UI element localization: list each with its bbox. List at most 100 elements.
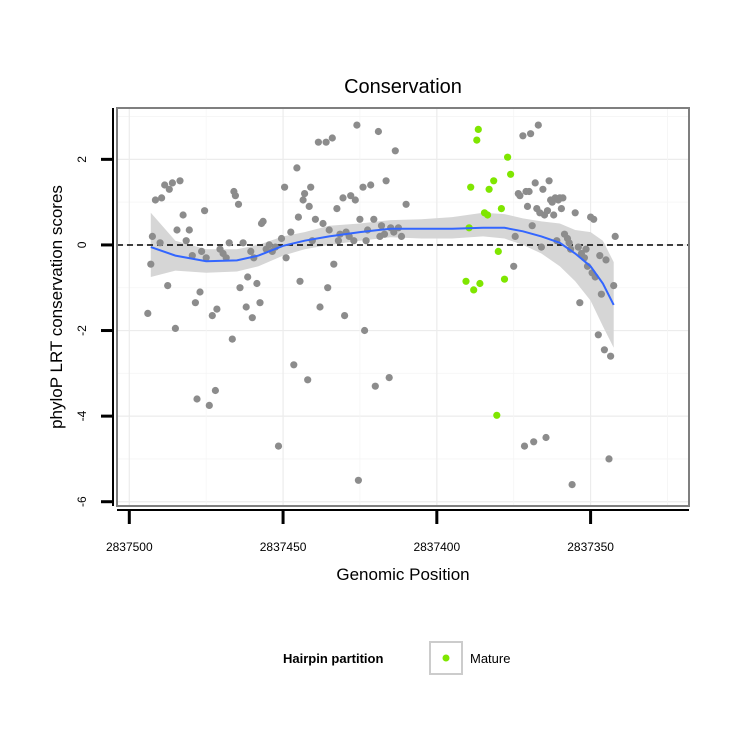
- legend-title: Hairpin partition: [283, 651, 383, 666]
- data-point: [256, 299, 264, 307]
- data-point: [144, 309, 152, 317]
- data-point: [391, 147, 399, 155]
- data-point: [347, 192, 355, 200]
- data-point: [359, 183, 367, 191]
- data-point: [565, 239, 573, 247]
- data-point: [228, 335, 236, 343]
- x-tick-label: 2837450: [260, 540, 307, 554]
- data-point: [265, 241, 273, 249]
- x-axis-title: Genomic Position: [336, 565, 469, 584]
- data-point: [520, 442, 529, 450]
- data-point: [282, 254, 290, 262]
- data-point-mature: [500, 275, 509, 283]
- data-point: [179, 211, 187, 219]
- data-point: [334, 237, 342, 245]
- y-axis: -6 -4 -2 0 2: [75, 108, 114, 507]
- data-point: [511, 232, 519, 240]
- data-point: [242, 303, 250, 311]
- data-point: [356, 215, 364, 223]
- data-point: [610, 282, 618, 290]
- data-point: [287, 228, 295, 236]
- data-point: [528, 222, 536, 230]
- data-point: [193, 395, 201, 403]
- data-point: [305, 202, 313, 210]
- data-point: [277, 234, 286, 243]
- data-point: [380, 230, 389, 238]
- data-point: [374, 127, 382, 136]
- data-point: [176, 177, 184, 185]
- data-point: [333, 205, 341, 213]
- data-point: [161, 181, 169, 189]
- data-point: [519, 132, 527, 140]
- data-point: [156, 239, 164, 247]
- data-point-mature: [507, 170, 515, 178]
- data-point: [168, 179, 176, 187]
- data-points: [144, 121, 619, 489]
- data-point: [382, 177, 390, 185]
- data-point: [597, 290, 606, 298]
- grid-lines: [117, 108, 689, 506]
- legend-label-mature: Mature: [470, 651, 510, 666]
- legend: Hairpin partition Mature: [283, 641, 510, 675]
- y-tick-label: -4: [75, 410, 89, 421]
- data-point: [543, 207, 552, 215]
- data-point: [244, 273, 252, 281]
- data-point: [151, 196, 159, 204]
- data-point: [165, 185, 173, 193]
- data-point: [545, 177, 553, 185]
- data-point: [281, 183, 289, 191]
- data-point: [542, 433, 550, 442]
- data-point-mature: [504, 153, 512, 161]
- chart-title: Conservation: [344, 76, 462, 98]
- data-point: [164, 282, 172, 290]
- data-point: [236, 284, 244, 292]
- data-point: [239, 239, 247, 247]
- data-point: [510, 262, 518, 270]
- data-point: [185, 226, 193, 234]
- data-point-mature: [494, 247, 502, 255]
- data-point: [296, 277, 304, 285]
- data-point: [370, 215, 378, 223]
- x-axis: 2837500 2837450 2837400 2837350: [106, 509, 689, 554]
- data-point: [311, 215, 319, 223]
- data-point: [367, 181, 375, 189]
- data-point: [390, 228, 398, 236]
- data-point: [550, 211, 558, 219]
- data-point: [525, 187, 533, 196]
- data-point: [208, 312, 216, 320]
- data-point: [307, 183, 315, 191]
- plot-border: [116, 107, 690, 507]
- data-point-mature: [467, 183, 475, 191]
- data-point: [531, 179, 539, 187]
- data-point: [361, 326, 369, 335]
- data-point: [354, 476, 362, 484]
- data-point: [274, 442, 283, 450]
- data-point: [582, 245, 590, 253]
- data-point: [516, 192, 524, 200]
- data-point: [231, 192, 239, 200]
- data-point: [594, 331, 602, 339]
- data-point: [397, 232, 406, 240]
- data-point: [574, 243, 582, 251]
- data-point: [301, 190, 309, 198]
- data-point-mature: [485, 185, 493, 193]
- data-point: [182, 237, 190, 245]
- data-point: [247, 247, 255, 255]
- data-point: [339, 194, 347, 202]
- data-point: [350, 237, 358, 245]
- data-point: [299, 196, 307, 204]
- data-point: [147, 260, 155, 268]
- data-point: [293, 164, 301, 172]
- data-point: [248, 314, 256, 322]
- data-point: [602, 256, 610, 264]
- y-tick-label: 0: [75, 241, 89, 248]
- data-point: [351, 196, 359, 204]
- data-point: [523, 202, 532, 210]
- data-point: [590, 215, 598, 223]
- data-point: [294, 213, 302, 221]
- data-point: [371, 382, 379, 390]
- data-point: [213, 305, 221, 313]
- data-point: [148, 232, 156, 240]
- data-point: [527, 130, 535, 138]
